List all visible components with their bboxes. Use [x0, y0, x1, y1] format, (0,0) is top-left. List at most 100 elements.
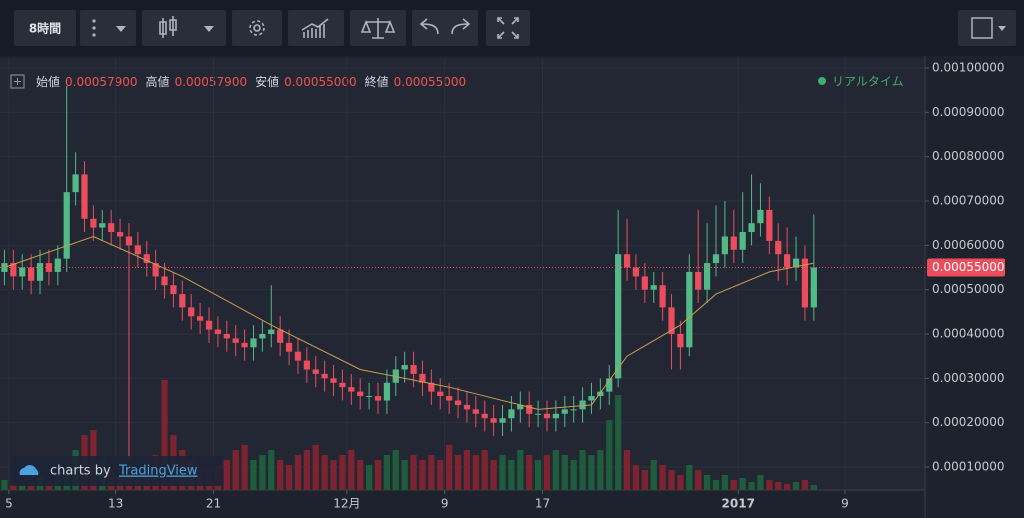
- candle-body: [134, 245, 141, 255]
- settings-button[interactable]: [232, 10, 282, 46]
- caret: [998, 26, 1006, 31]
- legend-value: 0.00055000: [394, 75, 467, 89]
- y-tick-label: 0.00020000: [932, 415, 1005, 429]
- volume-bar: [303, 450, 310, 490]
- dot: [92, 26, 96, 30]
- watermark-box[interactable]: [10, 456, 222, 486]
- candle-icon: [159, 16, 177, 38]
- volume-bar: [481, 450, 488, 490]
- volume-bar: [446, 445, 453, 490]
- candle-body: [241, 342, 248, 348]
- candle-body: [570, 409, 577, 411]
- candle-body: [801, 258, 809, 308]
- candle-body: [499, 418, 506, 423]
- interval-button[interactable]: [14, 10, 76, 46]
- volume-bar: [348, 450, 355, 490]
- candle-body: [401, 365, 408, 370]
- volume-bar: [428, 455, 435, 490]
- candle-body: [205, 320, 213, 330]
- volume-bar: [801, 480, 809, 490]
- y-tick-label: 0.00030000: [932, 371, 1005, 385]
- candle-body: [481, 413, 488, 419]
- volume-bar: [472, 455, 479, 490]
- candle-body: [330, 378, 337, 383]
- volume-bar: [410, 455, 417, 490]
- volume-bar: [561, 455, 568, 490]
- volume-bar: [330, 460, 337, 490]
- scale-icon: [360, 18, 396, 39]
- volume-bar: [677, 475, 684, 490]
- volume-bar: [223, 460, 230, 490]
- volume-bar: [703, 475, 711, 490]
- candle-body: [303, 360, 310, 370]
- legend-label: 安値: [255, 74, 279, 89]
- candle-body: [686, 271, 693, 348]
- realtime-label: リアルタイム: [832, 75, 904, 89]
- candle-body: [99, 223, 106, 228]
- volume-bar: [294, 455, 302, 490]
- candle-body: [90, 218, 97, 228]
- candle-body: [339, 382, 346, 388]
- candle-body: [748, 223, 755, 233]
- watermark-brand[interactable]: TradingView: [118, 464, 198, 479]
- candle-body: [179, 294, 186, 308]
- undo-redo[interactable]: [412, 10, 478, 46]
- volume-bar: [241, 445, 248, 490]
- fullscreen-button[interactable]: [486, 10, 530, 46]
- y-tick-label: 0.00080000: [932, 149, 1005, 163]
- candle-body: [784, 254, 791, 268]
- interval-menu[interactable]: [80, 10, 136, 46]
- candle-body: [428, 382, 435, 392]
- chart-style-button[interactable]: [142, 10, 226, 46]
- last-price-label: 0.00055000: [932, 260, 1005, 274]
- candle-body: [695, 271, 702, 290]
- candle-body: [650, 285, 657, 290]
- candle-body: [152, 263, 159, 277]
- volume-bar: [374, 460, 382, 490]
- gear-hub: [253, 24, 261, 32]
- volume-bar: [499, 455, 506, 490]
- candle-body: [277, 329, 284, 343]
- volume-bar: [623, 450, 631, 490]
- candle-body: [143, 254, 150, 264]
- candle-body: [170, 285, 177, 295]
- volume-bar: [597, 450, 604, 490]
- volume-bar: [277, 460, 284, 490]
- candle-body: [294, 351, 302, 361]
- candle-body: [810, 267, 817, 308]
- volume-bar: [401, 460, 408, 490]
- volume-bar: [357, 460, 364, 490]
- legend-value: 0.00055000: [284, 75, 357, 89]
- x-tick-label: 21: [206, 497, 221, 511]
- layout-button[interactable]: [958, 10, 1016, 46]
- candle-body: [677, 334, 684, 348]
- caret: [116, 26, 126, 32]
- volume-bar: [792, 482, 800, 490]
- legend-toggle[interactable]: [10, 74, 25, 89]
- volume-bar: [810, 485, 817, 490]
- candle-body: [757, 209, 764, 224]
- undo-icon: [419, 18, 439, 35]
- candle-body: [214, 329, 222, 335]
- realtime-dot: [818, 77, 826, 85]
- volume-bar: [232, 450, 239, 490]
- volume-bar: [686, 465, 693, 490]
- candle-body: [730, 236, 737, 250]
- volume-bar: [285, 465, 293, 490]
- toolbar-buttons: 8時間: [14, 10, 1016, 46]
- candle-body: [588, 396, 595, 401]
- volume-bar: [588, 455, 595, 490]
- candle-body: [792, 258, 800, 268]
- indicators-button[interactable]: [288, 10, 344, 46]
- volume-bar: [383, 455, 391, 490]
- volume-bar: [419, 460, 426, 490]
- y-tick-label: 0.00010000: [932, 459, 1005, 473]
- indicators-icon: [301, 18, 329, 38]
- volume-bar: [659, 465, 666, 490]
- fullscreen-icon: [497, 17, 519, 39]
- volume-bar: [615, 395, 622, 490]
- volume-bar: [526, 455, 533, 490]
- candle-body: [606, 378, 613, 392]
- candle-body: [517, 404, 524, 410]
- legend-label: 始値: [36, 74, 60, 89]
